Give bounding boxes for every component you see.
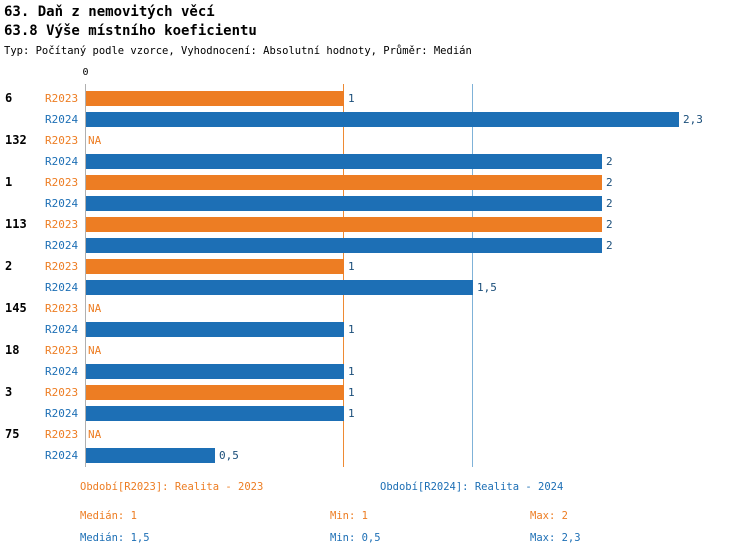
median-line-r2023 (343, 84, 344, 467)
group-label: 18 (5, 343, 20, 357)
series-label-r2024: R2024 (45, 239, 79, 252)
group-label: 132 (5, 133, 27, 147)
group-label: 6 (5, 91, 13, 105)
series-label-r2023: R2023 (45, 344, 79, 357)
series-label-r2024: R2024 (45, 197, 79, 210)
bar-r2023 (86, 91, 344, 106)
series-label-r2024: R2024 (45, 449, 79, 462)
series-label-r2023: R2023 (45, 302, 79, 315)
value-label-r2023: 1 (348, 92, 355, 105)
series-label-r2023: R2023 (45, 218, 79, 231)
bar-r2024 (86, 364, 344, 379)
stat-max-r2024: Max: 2,3 (530, 532, 581, 544)
bar-r2023 (86, 385, 344, 400)
group-label: 75 (5, 427, 20, 441)
series-label-r2024: R2024 (45, 155, 79, 168)
series-label-r2024: R2024 (45, 323, 79, 336)
value-label-r2023: 2 (606, 218, 613, 231)
value-label-r2024: 0,5 (219, 449, 239, 462)
value-label-r2023: 1 (348, 260, 355, 273)
value-label-r2024: 2 (606, 239, 613, 252)
bar-r2024 (86, 196, 602, 211)
series-label-r2023: R2023 (45, 134, 79, 147)
value-label-r2023: 1 (348, 386, 355, 399)
series-label-r2024: R2024 (45, 281, 79, 294)
legend-r2024: Období[R2024]: Realita - 2024 (380, 481, 564, 493)
series-label-r2023: R2023 (45, 92, 79, 105)
na-label-r2023: NA (88, 134, 102, 147)
bar-r2024 (86, 280, 473, 295)
value-label-r2024: 2 (606, 197, 613, 210)
series-label-r2023: R2023 (45, 176, 79, 189)
series-label-r2024: R2024 (45, 407, 79, 420)
bar-r2023 (86, 175, 602, 190)
series-label-r2024: R2024 (45, 113, 79, 126)
bar-r2023 (86, 259, 344, 274)
series-label-r2024: R2024 (45, 365, 79, 378)
axis-zero-line (85, 84, 86, 467)
bar-r2023 (86, 217, 602, 232)
na-label-r2023: NA (88, 428, 102, 441)
bar-r2024 (86, 238, 602, 253)
bar-r2024 (86, 154, 602, 169)
series-label-r2023: R2023 (45, 260, 79, 273)
value-label-r2023: 2 (606, 176, 613, 189)
bar-r2024 (86, 406, 344, 421)
na-label-r2023: NA (88, 344, 102, 357)
stat-max-r2023: Max: 2 (530, 510, 568, 522)
chart-title-line2: 63.8 Výše místního koeficientu (4, 23, 257, 39)
legend-r2023: Období[R2023]: Realita - 2023 (80, 481, 264, 493)
group-label: 3 (5, 385, 13, 399)
axis-tick-zero: 0 (82, 67, 89, 78)
value-label-r2024: 1 (348, 407, 355, 420)
group-label: 2 (5, 259, 13, 273)
value-label-r2024: 1,5 (477, 281, 497, 294)
value-label-r2024: 1 (348, 365, 355, 378)
na-label-r2023: NA (88, 302, 102, 315)
chart-meta: Typ: Počítaný podle vzorce, Vyhodnocení:… (4, 45, 472, 57)
group-label: 113 (5, 217, 27, 231)
series-label-r2023: R2023 (45, 428, 79, 441)
group-label: 145 (5, 301, 27, 315)
stat-min-r2023: Min: 1 (330, 510, 368, 522)
stat-median-r2024: Medián: 1,5 (80, 532, 150, 544)
bar-r2024 (86, 448, 215, 463)
bar-r2024 (86, 112, 679, 127)
value-label-r2024: 1 (348, 323, 355, 336)
group-label: 1 (5, 175, 13, 189)
median-line-r2024 (472, 84, 473, 467)
stat-median-r2023: Medián: 1 (80, 510, 137, 522)
value-label-r2024: 2 (606, 155, 613, 168)
value-label-r2024: 2,3 (683, 113, 703, 126)
bar-r2024 (86, 322, 344, 337)
chart-title-line1: 63. Daň z nemovitých věcí (4, 4, 215, 20)
series-label-r2023: R2023 (45, 386, 79, 399)
plot-area: 6 R2023 1 R2024 2,3 132 R2023 NA R2024 2 1 R2023 2 R2… (0, 84, 750, 470)
stat-min-r2024: Min: 0,5 (330, 532, 381, 544)
